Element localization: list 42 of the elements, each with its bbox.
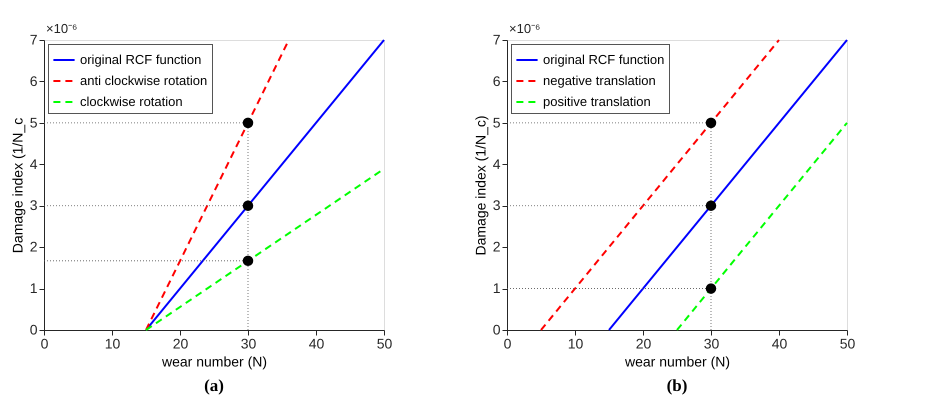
legend-label: anti clockwise rotation (80, 73, 208, 88)
x-axis-title: wear number (N) (624, 354, 730, 370)
x-tick-label: 30 (704, 336, 720, 352)
y-tick-label: 5 (492, 114, 501, 130)
y-tick-label: 5 (30, 114, 38, 130)
x-tick-label: 0 (504, 336, 512, 352)
legend-label: clockwise rotation (80, 94, 183, 109)
y-axis-title: Damage index (1/N_c (10, 118, 26, 254)
legend-label: original RCF function (80, 52, 202, 67)
y-tick-label: 2 (492, 238, 501, 255)
legend-label: positive translation (543, 94, 651, 109)
text: ×10⁻⁶ (509, 21, 540, 36)
y-tick-label: 1 (492, 280, 501, 296)
y-tick-label: 4 (30, 156, 38, 172)
legend-label: negative translation (543, 73, 656, 88)
x-tick-label: 20 (172, 336, 188, 352)
legend-label: original RCF function (543, 52, 664, 67)
y-tick-label: 3 (492, 197, 501, 214)
x-tick-label: 10 (104, 336, 120, 352)
x-axis-title: wear number (N) (160, 354, 268, 370)
text: (a) (204, 376, 224, 395)
x-tick-label: 50 (376, 336, 392, 352)
y-tick-label: 2 (30, 238, 38, 255)
x-tick-label: 40 (772, 336, 788, 352)
text: ×10⁻⁶ (46, 21, 78, 36)
x-tick-label: 0 (40, 336, 49, 352)
y-tick-label: 1 (30, 280, 38, 296)
x-tick-label: 10 (568, 336, 584, 352)
x-tick-label: 50 (840, 336, 856, 352)
y-axis-title: Damage index (1/N_c) (472, 115, 489, 256)
y-tick-label: 3 (30, 197, 38, 214)
y-tick-label: 6 (492, 72, 501, 89)
x-tick-label: 40 (308, 336, 324, 352)
y-tick-label: 6 (30, 72, 38, 89)
y-tick-label: 7 (30, 32, 38, 48)
y-tick-label: 7 (492, 32, 501, 48)
text: (b) (666, 376, 688, 395)
x-tick-label: 30 (240, 336, 256, 352)
y-tick-label: 0 (492, 322, 501, 338)
y-tick-label: 4 (492, 156, 501, 172)
x-tick-label: 20 (636, 336, 652, 352)
y-tick-label: 0 (30, 322, 38, 338)
